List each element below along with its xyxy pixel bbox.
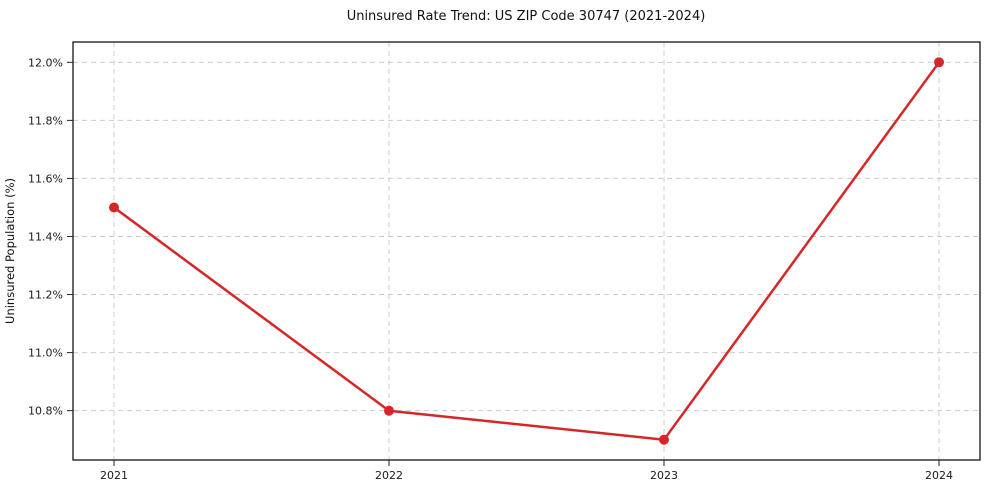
- y-axis-label: Uninsured Population (%): [3, 178, 17, 324]
- trend-line: [112, 61, 941, 441]
- y-tick-label: 11.6%: [28, 172, 63, 185]
- data-point: [934, 57, 944, 68]
- y-tick-label: 11.8%: [28, 114, 63, 127]
- y-tick-label: 11.2%: [28, 289, 63, 302]
- x-tick-label: 2021: [100, 469, 128, 482]
- x-tick-label: 2023: [650, 469, 678, 482]
- data-point: [659, 434, 669, 445]
- data-point: [109, 202, 119, 213]
- series-layer: [109, 57, 944, 445]
- grid-layer: [73, 42, 980, 460]
- x-tick-label: 2024: [925, 469, 953, 482]
- y-tick-label: 10.8%: [28, 405, 63, 418]
- y-tick-label: 12.0%: [28, 56, 63, 69]
- y-tick-label: 11.0%: [28, 347, 63, 360]
- plot-border: [72, 41, 981, 461]
- axis-layer: 10.8% 11.0% 11.2% 11.4% 11.6% 11.8% 12.0% 2021 2…: [28, 41, 981, 482]
- data-point: [384, 405, 394, 416]
- x-tick-label: 2022: [375, 469, 403, 482]
- y-tick-label: 11.4%: [28, 230, 63, 243]
- chart-title: Uninsured Rate Trend: US ZIP Code 30747 …: [347, 9, 706, 24]
